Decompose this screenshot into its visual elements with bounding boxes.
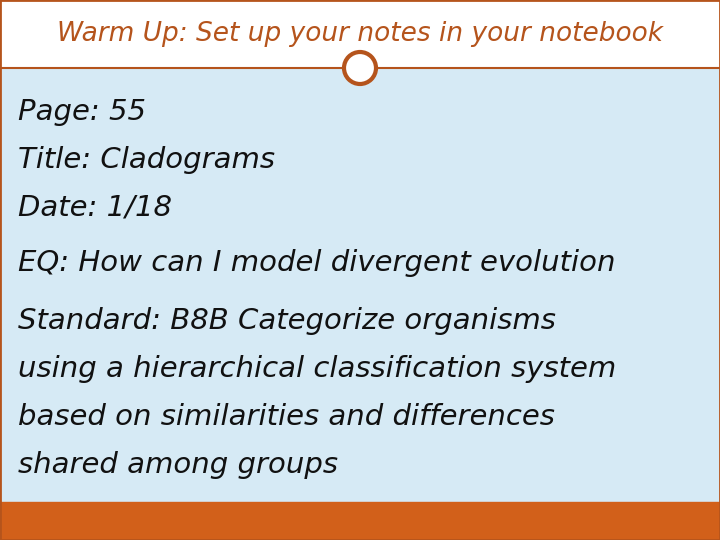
Bar xyxy=(0,502,720,540)
Text: Standard: B8B Categorize organisms: Standard: B8B Categorize organisms xyxy=(18,307,556,335)
Circle shape xyxy=(344,52,376,84)
Text: based on similarities and differences: based on similarities and differences xyxy=(18,403,555,431)
Text: Warm Up: Set up your notes in your notebook: Warm Up: Set up your notes in your noteb… xyxy=(57,21,663,47)
Text: Date: 1/18: Date: 1/18 xyxy=(18,194,172,222)
Text: EQ: How can I model divergent evolution: EQ: How can I model divergent evolution xyxy=(18,249,616,277)
Bar xyxy=(0,68,720,502)
Bar xyxy=(0,0,720,68)
Text: shared among groups: shared among groups xyxy=(18,451,338,479)
Text: Page: 55: Page: 55 xyxy=(18,98,146,126)
Text: using a hierarchical classification system: using a hierarchical classification syst… xyxy=(18,355,616,383)
Text: Title: Cladograms: Title: Cladograms xyxy=(18,146,275,174)
